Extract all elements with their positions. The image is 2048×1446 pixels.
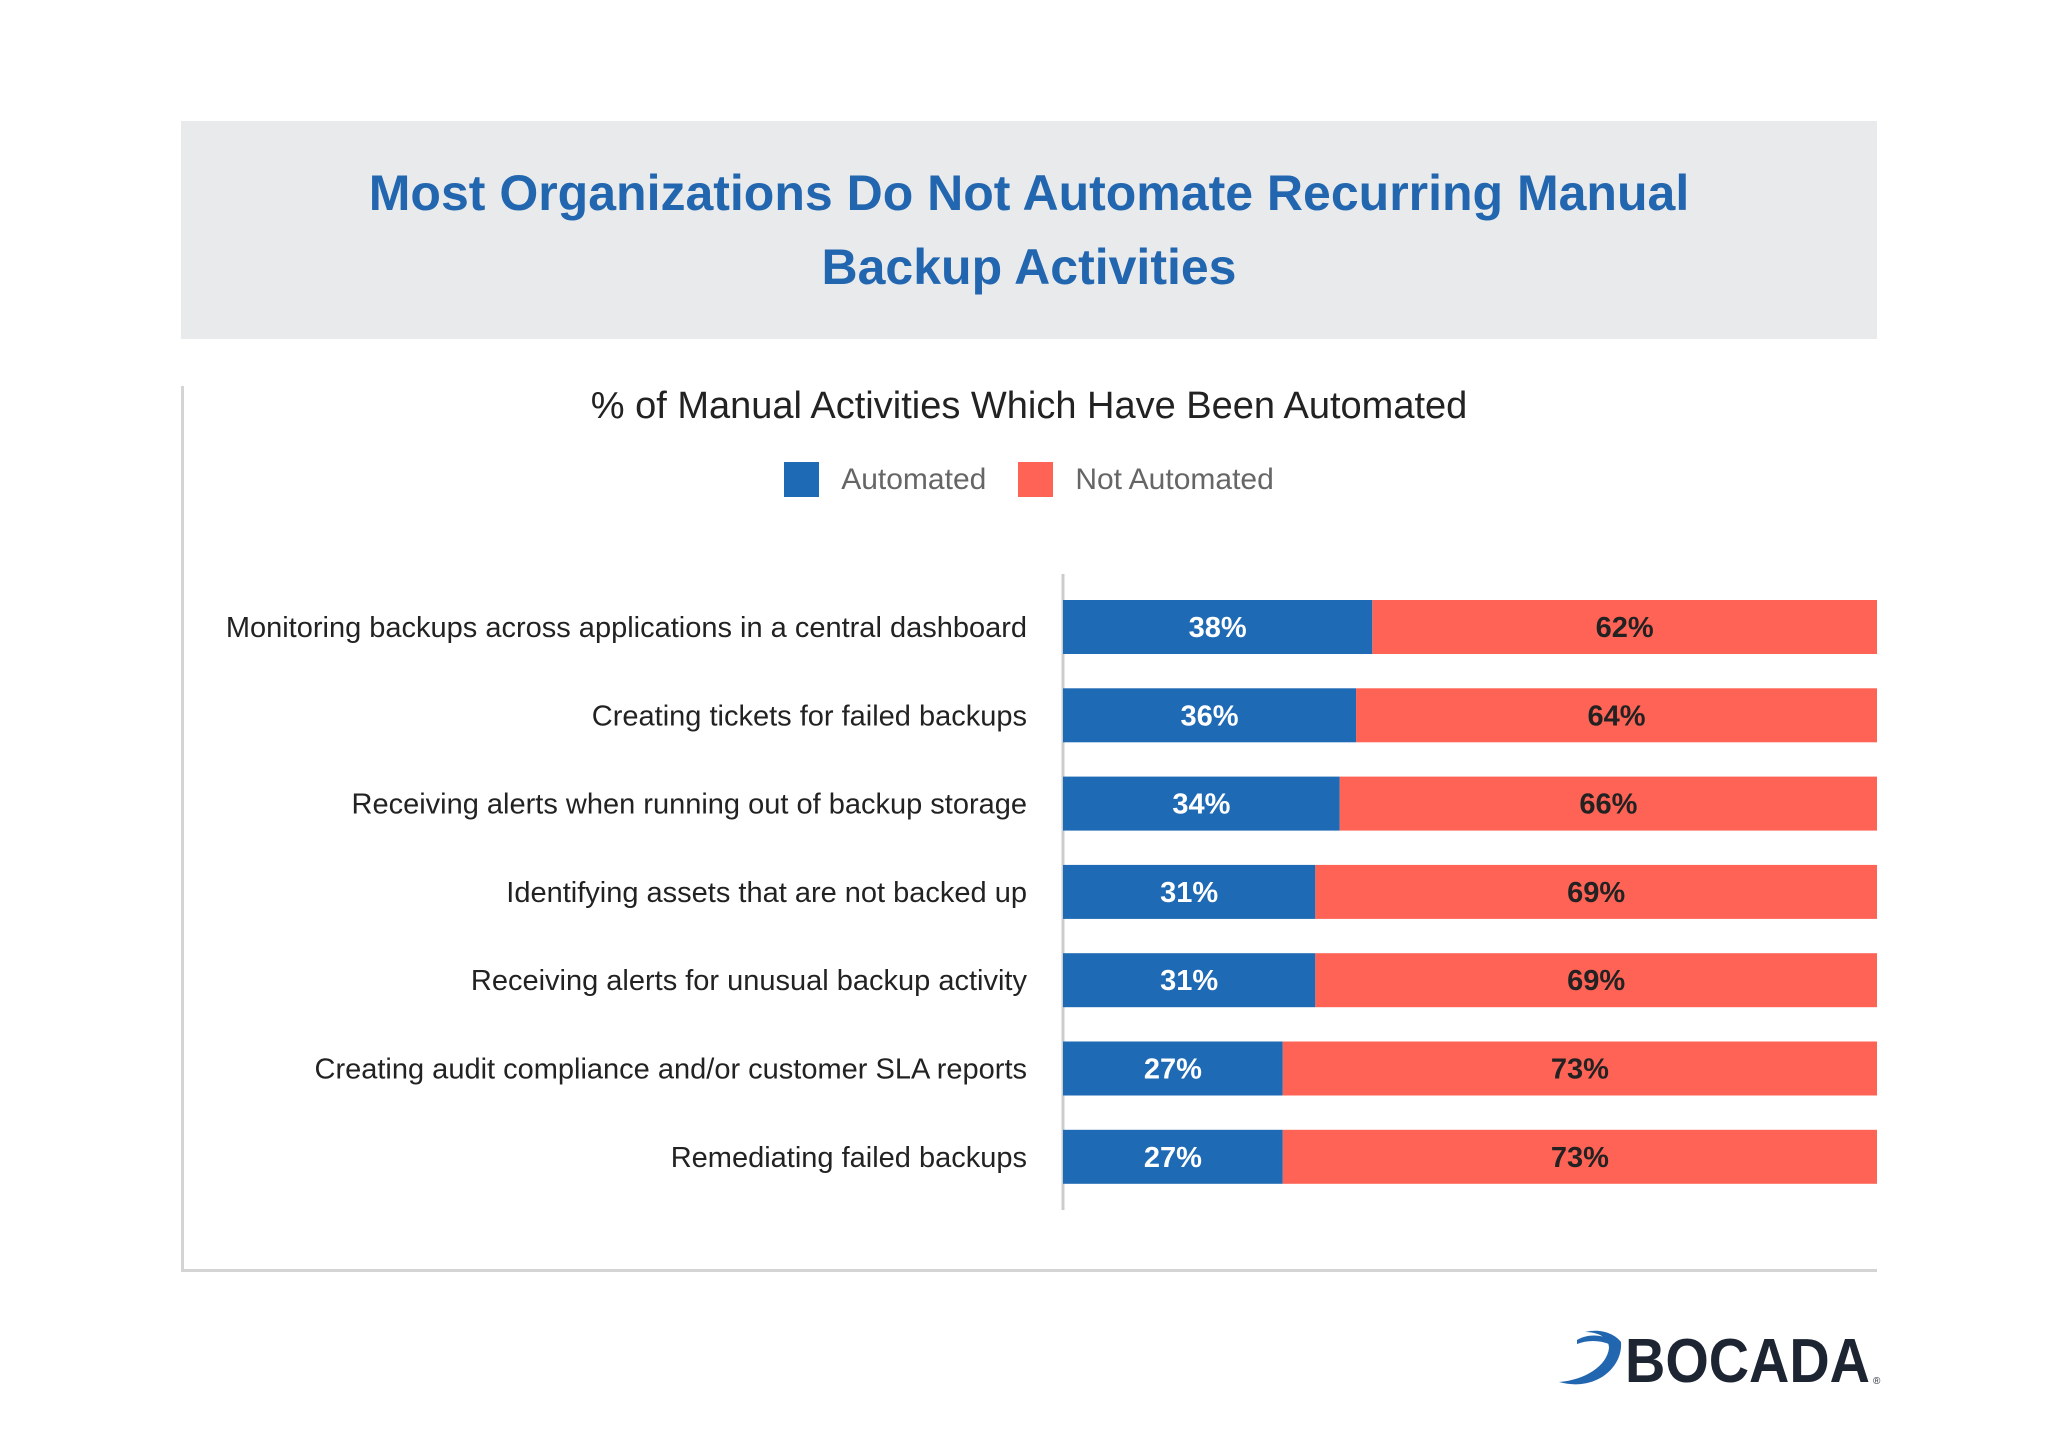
bar-not-automated — [1339, 776, 1877, 831]
data-label-not-automated: 64% — [1587, 700, 1645, 732]
logo-wordmark: BOCADA — [1625, 1327, 1870, 1392]
main-title: Most Organizations Do Not Automate Recur… — [368, 165, 1690, 295]
category-label: Creating tickets for failed backups — [592, 700, 1027, 732]
bar-automated — [1063, 776, 1340, 831]
data-label-automated: 27% — [1144, 1142, 1202, 1174]
bar-not-automated — [1282, 1041, 1877, 1096]
legend-item-automated: Automated — [784, 462, 986, 497]
bar-automated — [1063, 600, 1373, 654]
category-label: Identifying assets that are not backed u… — [506, 877, 1027, 909]
bocada-logo: BOCADA ® — [1559, 1327, 1881, 1392]
title-banner: Most Organizations Do Not Automate Recur… — [181, 121, 1877, 339]
data-label-automated: 31% — [1160, 877, 1218, 909]
legend-swatch-automated — [784, 462, 820, 497]
bar-not-automated — [1356, 688, 1877, 743]
category-label: Creating audit compliance and/or custome… — [315, 1054, 1027, 1086]
legend-label-automated: Automated — [841, 462, 987, 496]
data-label-automated: 38% — [1189, 612, 1247, 644]
data-label-not-automated: 73% — [1551, 1054, 1609, 1086]
data-label-automated: 31% — [1160, 965, 1218, 997]
bar-automated — [1063, 1041, 1283, 1096]
bar-automated — [1063, 864, 1316, 919]
bar-automated — [1063, 953, 1316, 1008]
data-label-not-automated: 69% — [1567, 877, 1625, 909]
data-label-not-automated: 69% — [1567, 965, 1625, 997]
bar-automated — [1063, 688, 1357, 743]
data-label-not-automated: 62% — [1596, 612, 1654, 644]
legend: Automated Not Automated — [181, 462, 1877, 497]
legend-swatch-not-automated — [1018, 462, 1054, 497]
bar-not-automated — [1282, 1129, 1877, 1184]
category-label: Remediating failed backups — [671, 1142, 1027, 1174]
data-label-automated: 27% — [1144, 1054, 1202, 1086]
chart-title: % of Manual Activities Which Have Been A… — [590, 385, 1468, 427]
chart-frame — [181, 386, 1877, 1272]
legend-label-not-automated: Not Automated — [1075, 462, 1274, 496]
bar-automated — [1063, 1129, 1283, 1184]
data-label-automated: 36% — [1180, 700, 1238, 732]
category-label: Receiving alerts when running out of bac… — [352, 789, 1027, 821]
category-label: Monitoring backups across applications i… — [226, 612, 1027, 644]
bar-not-automated — [1315, 864, 1877, 919]
category-label: Receiving alerts for unusual backup acti… — [471, 965, 1028, 997]
bar-not-automated — [1372, 600, 1877, 654]
data-label-not-automated: 66% — [1579, 789, 1637, 821]
data-label-not-automated: 73% — [1551, 1142, 1609, 1174]
bar-not-automated — [1315, 953, 1877, 1008]
data-label-automated: 34% — [1172, 789, 1230, 821]
logo-swoosh-icon — [1559, 1330, 1622, 1385]
legend-item-not-automated: Not Automated — [1018, 462, 1274, 497]
svg-text:®: ® — [1873, 1376, 1881, 1387]
